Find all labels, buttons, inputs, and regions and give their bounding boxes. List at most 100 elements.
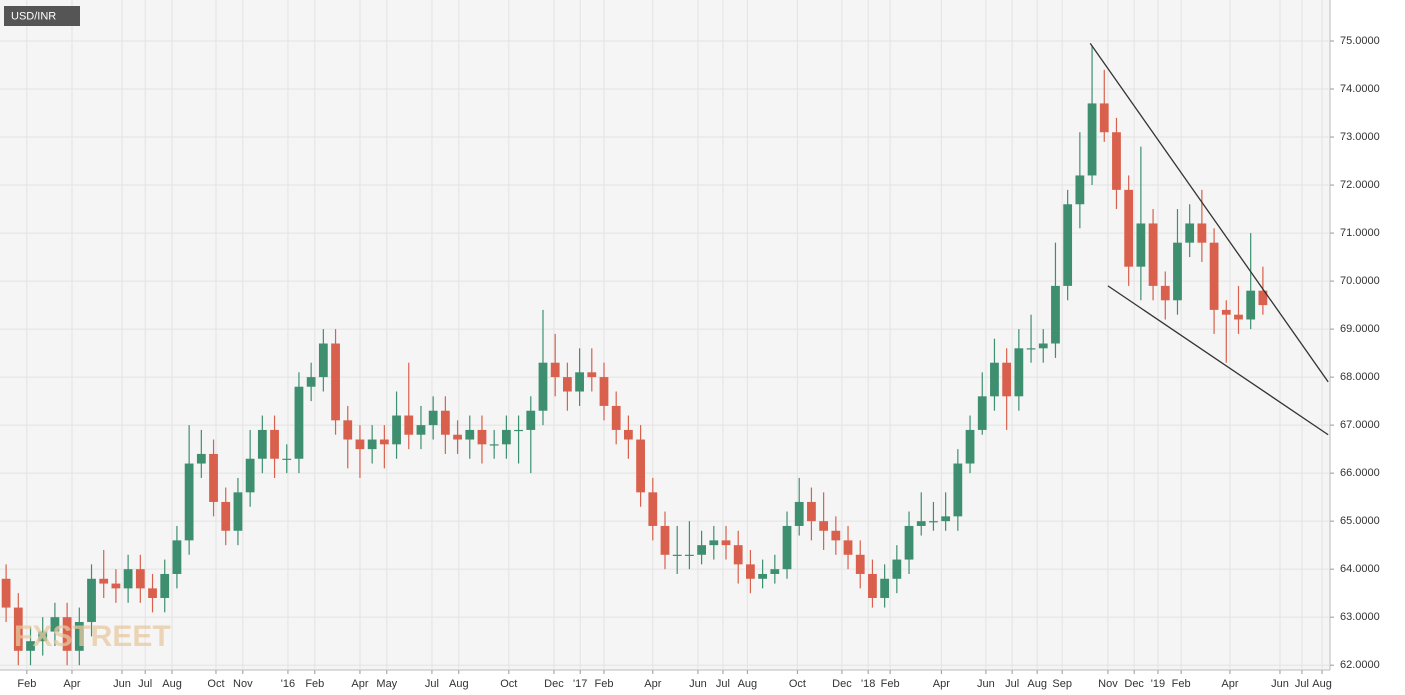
x-tick-label: Nov bbox=[1098, 678, 1118, 690]
candle-body bbox=[807, 501, 816, 522]
candle-body bbox=[1112, 132, 1121, 190]
candle-body bbox=[697, 545, 706, 555]
candle-body bbox=[685, 554, 694, 556]
candle-body bbox=[904, 525, 914, 560]
trend-line bbox=[1107, 285, 1329, 436]
y-tick-label: 71.0000 bbox=[1340, 227, 1380, 239]
candle-body bbox=[257, 429, 267, 459]
candle-body bbox=[379, 439, 389, 445]
candle-body bbox=[440, 410, 450, 435]
candle-body bbox=[916, 521, 926, 526]
candle-body bbox=[746, 564, 755, 579]
candle-body bbox=[1099, 103, 1109, 133]
watermark: FXSTREET bbox=[14, 620, 171, 653]
y-tick-label: 70.0000 bbox=[1340, 275, 1380, 287]
y-tick-label: 64.0000 bbox=[1340, 563, 1380, 575]
candle-body bbox=[868, 573, 877, 598]
candle-body bbox=[1185, 223, 1195, 243]
candle-body bbox=[855, 554, 865, 574]
candle-body bbox=[355, 439, 365, 450]
candle-body bbox=[74, 621, 84, 651]
candle-body bbox=[1246, 290, 1256, 320]
x-tick-label: Aug bbox=[738, 678, 758, 690]
candle-body bbox=[880, 578, 890, 598]
x-tick-label: Jul bbox=[1295, 678, 1309, 690]
candle-body bbox=[428, 410, 438, 426]
x-tick-label: Sep bbox=[1052, 678, 1072, 690]
candle-body bbox=[477, 429, 487, 445]
x-tick-label: Feb bbox=[1172, 678, 1191, 690]
candle-body bbox=[611, 405, 621, 430]
candle-body bbox=[562, 377, 572, 392]
x-tick-label: Apr bbox=[63, 678, 80, 690]
candle-body bbox=[941, 516, 951, 522]
y-tick-label: 73.0000 bbox=[1340, 131, 1380, 143]
x-tick-label: Jun bbox=[1271, 678, 1289, 690]
x-tick-label: Dec bbox=[832, 678, 852, 690]
candle-body bbox=[1026, 348, 1036, 350]
candle-body bbox=[38, 631, 48, 642]
candle-body bbox=[965, 429, 975, 464]
candle-body bbox=[123, 569, 133, 589]
x-tick-label: Apr bbox=[644, 678, 661, 690]
x-tick-label: '19 bbox=[1151, 678, 1165, 690]
candle-body bbox=[599, 377, 609, 406]
candle-body bbox=[990, 362, 999, 397]
x-tick-label: Jun bbox=[977, 678, 995, 690]
candle-body bbox=[99, 578, 109, 584]
candle-body bbox=[758, 573, 768, 579]
candle-body bbox=[1063, 204, 1073, 286]
y-tick-label: 66.0000 bbox=[1340, 467, 1380, 479]
candle-body bbox=[831, 530, 841, 541]
x-tick-label: Jul bbox=[716, 678, 730, 690]
candle-body bbox=[892, 559, 902, 579]
candle-body bbox=[1221, 309, 1231, 315]
candle-body bbox=[1173, 242, 1182, 301]
candle-body bbox=[1087, 103, 1097, 176]
y-tick-label: 63.0000 bbox=[1340, 611, 1380, 623]
x-tick-label: Feb bbox=[595, 678, 614, 690]
x-tick-label: Aug bbox=[162, 678, 182, 690]
candle-body bbox=[135, 569, 145, 589]
candle-body bbox=[160, 573, 170, 598]
candle-body bbox=[538, 362, 548, 411]
y-tick-label: 67.0000 bbox=[1340, 419, 1380, 431]
candle-body bbox=[172, 540, 182, 574]
candle-body bbox=[794, 501, 804, 526]
candle-body bbox=[87, 578, 96, 622]
candle-body bbox=[1051, 285, 1060, 344]
candle-body bbox=[1002, 362, 1012, 397]
candle-body bbox=[770, 569, 780, 574]
y-tick-label: 65.0000 bbox=[1340, 515, 1380, 527]
candle-body bbox=[636, 439, 645, 493]
x-tick-label: '18 bbox=[861, 678, 875, 690]
candle-body bbox=[587, 372, 597, 378]
trend-line bbox=[1089, 43, 1329, 383]
candle-body bbox=[1209, 242, 1219, 310]
candle-body bbox=[977, 396, 987, 430]
y-tick-label: 72.0000 bbox=[1340, 179, 1380, 191]
candle-body bbox=[245, 458, 255, 493]
candle-body bbox=[1258, 290, 1268, 306]
candle-body bbox=[209, 453, 218, 502]
candle-body bbox=[1136, 223, 1146, 267]
candle-body bbox=[526, 410, 536, 430]
candle-body bbox=[1148, 223, 1158, 286]
candle-body bbox=[453, 434, 462, 440]
x-tick-label: Oct bbox=[789, 678, 806, 690]
x-tick-label: May bbox=[376, 678, 397, 690]
candle-body bbox=[13, 607, 23, 651]
candle-body bbox=[1160, 285, 1170, 301]
candle-body bbox=[1014, 348, 1024, 397]
candle-body bbox=[1075, 175, 1085, 205]
x-tick-label: Apr bbox=[1221, 678, 1238, 690]
candle-body bbox=[514, 429, 523, 432]
candle-body bbox=[270, 429, 279, 459]
candle-body bbox=[575, 372, 584, 392]
candle-body bbox=[1234, 314, 1243, 320]
x-tick-label: Nov bbox=[233, 678, 253, 690]
x-tick-label: Feb bbox=[881, 678, 900, 690]
x-tick-label: Aug bbox=[1027, 678, 1047, 690]
candle-body bbox=[465, 429, 475, 440]
